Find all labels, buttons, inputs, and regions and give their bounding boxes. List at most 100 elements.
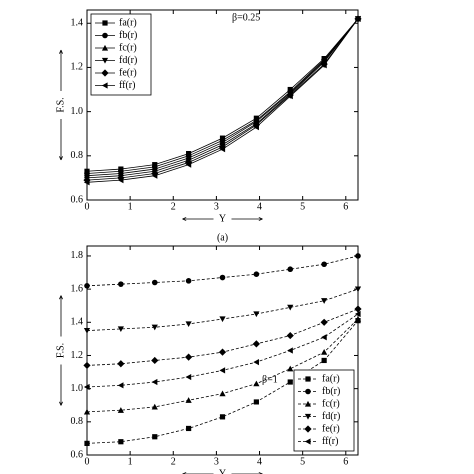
legend-label: fc(r)	[119, 42, 137, 53]
legend-label: ff(r)	[119, 80, 135, 91]
marker	[186, 425, 192, 432]
marker	[354, 286, 362, 293]
marker	[219, 146, 226, 153]
marker	[101, 57, 109, 64]
marker	[151, 403, 158, 410]
marker	[305, 376, 311, 382]
plot-frame	[86, 9, 359, 201]
legend-label: fa(r)	[322, 373, 340, 384]
y-tick-label: 1.2	[71, 62, 84, 73]
marker	[304, 400, 312, 407]
y-tick-label: 1.2	[71, 350, 84, 361]
marker	[219, 414, 226, 420]
series-line	[86, 255, 359, 287]
x-tick-label: 3	[214, 201, 219, 212]
marker	[219, 390, 226, 397]
marker	[287, 304, 294, 311]
marker	[117, 326, 124, 333]
x-tick-label: 6	[343, 201, 348, 212]
marker	[151, 324, 158, 331]
marker	[287, 266, 294, 273]
marker	[84, 440, 90, 446]
marker	[151, 172, 158, 179]
series-line	[86, 288, 359, 331]
marker	[84, 283, 90, 289]
marker	[185, 278, 192, 284]
marker	[185, 321, 192, 328]
annotation: β=0.25	[232, 12, 260, 23]
x-tick-label: 0	[85, 456, 90, 467]
y-tick-label: 1.8	[71, 250, 84, 261]
x-tick-label: 2	[171, 201, 176, 212]
marker	[304, 438, 311, 445]
marker	[117, 360, 125, 368]
x-tick-label: 1	[128, 201, 133, 212]
marker	[151, 356, 159, 365]
marker	[286, 331, 294, 340]
marker	[117, 407, 124, 413]
y-tick-label: 0.6	[71, 449, 84, 460]
y-axis-label: F.S.	[55, 97, 66, 112]
legend-label: fc(r)	[322, 398, 340, 409]
y-axis-label: F.S.	[55, 343, 66, 358]
marker	[355, 253, 361, 259]
x-tick-label: 1	[128, 456, 133, 467]
marker	[219, 316, 226, 323]
marker	[354, 305, 362, 313]
legend-label: ff(r)	[322, 436, 338, 447]
marker	[219, 274, 226, 281]
legend-label: fb(r)	[119, 30, 137, 41]
x-tick-label: 0	[85, 201, 90, 212]
arrow-head	[59, 295, 63, 300]
arrow-head	[59, 49, 63, 54]
annotation: β=1	[262, 374, 278, 385]
y-tick-label: 0.8	[71, 150, 84, 161]
marker	[287, 347, 293, 354]
x-tick-label: 5	[300, 201, 305, 212]
marker	[185, 353, 193, 361]
marker	[253, 399, 259, 405]
marker	[321, 298, 328, 304]
marker	[253, 123, 259, 131]
marker	[320, 318, 328, 326]
marker	[102, 32, 108, 39]
marker	[185, 161, 192, 168]
legend-label: fd(r)	[322, 411, 340, 422]
marker	[83, 408, 91, 415]
marker	[304, 413, 312, 420]
series-line	[86, 320, 359, 444]
marker	[185, 397, 192, 403]
legend-label: fd(r)	[119, 55, 137, 66]
marker	[83, 327, 91, 334]
x-tick-label: 4	[257, 456, 262, 467]
marker	[83, 179, 90, 186]
marker	[117, 382, 124, 389]
marker	[354, 15, 361, 22]
x-tick-label: 5	[300, 456, 305, 467]
legend-label: fe(r)	[322, 423, 340, 434]
marker	[321, 334, 327, 341]
x-tick-label: 4	[257, 201, 262, 212]
legend-label: fa(r)	[119, 17, 137, 28]
marker	[253, 380, 260, 387]
marker	[304, 425, 312, 433]
marker	[117, 177, 124, 184]
marker	[151, 279, 158, 286]
marker	[253, 359, 259, 366]
y-tick-label: 1.0	[71, 383, 84, 394]
marker	[252, 340, 260, 348]
marker	[253, 271, 260, 277]
plot-frame	[86, 245, 359, 456]
marker	[118, 439, 124, 445]
marker	[321, 357, 327, 364]
marker	[83, 383, 90, 391]
arrow-head	[59, 156, 63, 161]
x-tick-label: 6	[343, 456, 348, 467]
legend-label: fe(r)	[119, 67, 137, 78]
marker	[321, 349, 328, 355]
arrow-head	[182, 217, 187, 221]
legend-box	[293, 369, 355, 452]
arrow-head	[258, 217, 263, 221]
marker	[101, 82, 108, 89]
